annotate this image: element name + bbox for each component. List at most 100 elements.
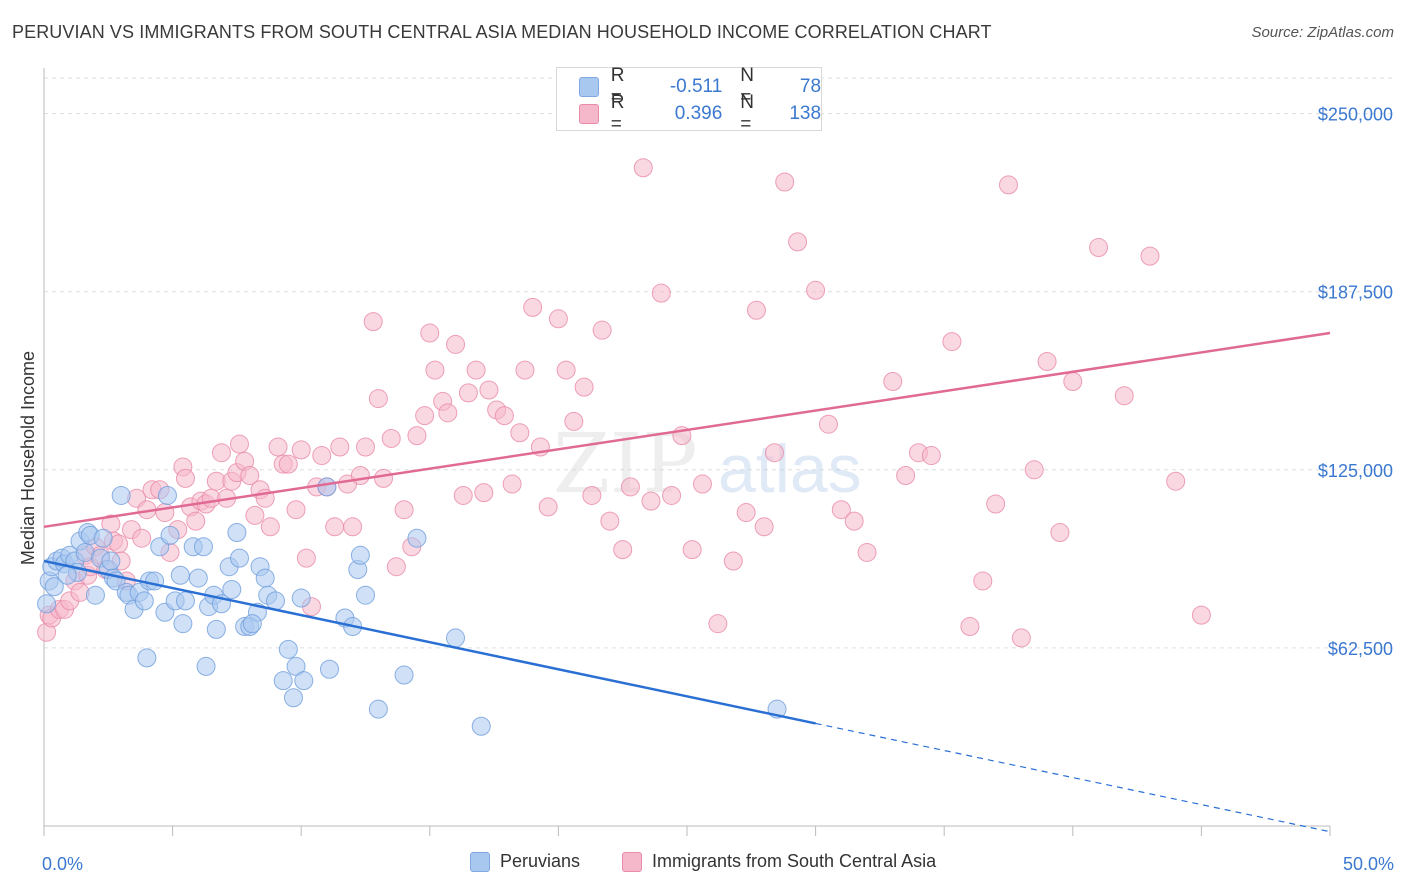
data-point <box>592 320 612 340</box>
data-point <box>407 528 427 548</box>
data-point <box>438 403 458 423</box>
data-point <box>844 511 864 531</box>
data-point <box>343 517 363 537</box>
data-point <box>44 577 64 597</box>
data-point <box>556 360 576 380</box>
data-point <box>775 172 795 192</box>
immigrants-swatch <box>579 104 599 124</box>
data-point <box>1011 628 1031 648</box>
y-tick-label: $187,500 <box>1318 283 1393 303</box>
data-point <box>70 582 90 602</box>
data-point <box>420 323 440 343</box>
data-point <box>291 588 311 608</box>
data-point <box>227 522 247 542</box>
data-point <box>574 377 594 397</box>
data-point <box>1191 605 1211 625</box>
data-point <box>175 468 195 488</box>
data-point <box>173 614 193 634</box>
data-point <box>754 517 774 537</box>
peruvians-swatch <box>579 77 599 97</box>
data-point <box>278 454 298 474</box>
data-point <box>582 485 602 505</box>
data-point <box>466 360 486 380</box>
y-tick-label: $125,000 <box>1318 461 1393 481</box>
y-axis-label: Median Household Income <box>18 351 38 565</box>
x-tick-labels: 0.0% 50.0% <box>42 854 1394 874</box>
r-label: R = <box>610 65 625 108</box>
data-point <box>620 477 640 497</box>
data-point <box>356 437 375 457</box>
data-point <box>1166 471 1186 491</box>
data-point <box>286 500 306 520</box>
data-point <box>294 671 314 691</box>
y-tick-label: $250,000 <box>1318 105 1393 125</box>
r-label: R = <box>610 92 625 135</box>
peruvians-legend-swatch <box>470 851 490 872</box>
data-point <box>260 517 280 537</box>
data-point <box>1114 386 1134 406</box>
data-point <box>368 389 388 409</box>
data-point <box>196 656 216 676</box>
bottom-legend-peruvians: Peruvians <box>470 851 580 872</box>
data-point <box>548 309 568 329</box>
data-point <box>350 466 370 486</box>
data-point <box>296 548 316 568</box>
data-point <box>134 591 154 611</box>
data-point <box>446 628 466 648</box>
data-point <box>764 443 784 463</box>
data-point <box>57 565 77 585</box>
data-point <box>633 158 653 178</box>
data-point <box>193 537 213 557</box>
data-point <box>188 568 208 588</box>
data-point <box>229 548 249 568</box>
data-point <box>960 617 980 637</box>
data-point <box>806 280 826 300</box>
data-point <box>523 297 543 317</box>
data-point <box>831 500 851 520</box>
data-point <box>723 551 743 571</box>
data-point <box>394 665 414 685</box>
immigrants-trend-line <box>43 331 1331 529</box>
data-point <box>999 175 1018 195</box>
data-point <box>101 551 121 571</box>
data-point <box>350 545 370 565</box>
data-point <box>211 443 231 463</box>
data-point <box>386 557 406 577</box>
peruvians-trend-extension <box>815 722 1331 833</box>
data-point <box>283 688 303 708</box>
data-point <box>157 485 177 505</box>
data-point <box>1140 246 1160 266</box>
data-point <box>736 503 756 523</box>
y-tick-label: $62,500 <box>1328 639 1393 659</box>
data-point <box>312 446 332 466</box>
data-point <box>245 505 265 525</box>
legend-row-peruvians: R = -0.511 N = 78 <box>579 65 821 108</box>
data-point <box>973 571 993 591</box>
data-point <box>206 619 226 639</box>
n-label: N = <box>740 65 755 108</box>
bottom-legend-immigrants: Immigrants from South Central Asia <box>622 851 936 872</box>
data-point <box>111 485 131 505</box>
data-point <box>986 494 1006 514</box>
data-point <box>538 497 558 517</box>
data-point <box>394 500 414 520</box>
data-point <box>374 468 394 488</box>
data-point <box>662 485 682 505</box>
data-point <box>896 466 916 486</box>
immigrants-r: 0.396 <box>674 103 723 124</box>
data-point <box>425 360 445 380</box>
trend-lines <box>43 331 1331 833</box>
data-point <box>229 434 249 454</box>
data-point <box>330 437 350 457</box>
data-point <box>494 406 514 426</box>
data-point <box>356 585 375 605</box>
data-point <box>502 474 522 494</box>
data-point <box>746 300 766 320</box>
data-point <box>407 426 427 446</box>
data-point <box>1063 371 1083 391</box>
data-point <box>240 466 260 486</box>
data-point <box>1089 238 1109 258</box>
data-point <box>132 528 152 548</box>
x-tick-label: 50.0% <box>1343 854 1394 874</box>
